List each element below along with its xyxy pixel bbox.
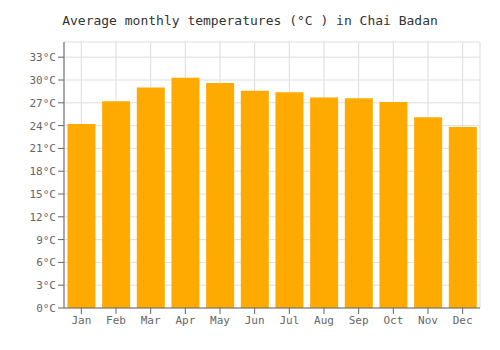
svg-text:9°C: 9°C bbox=[36, 234, 56, 247]
svg-text:12°C: 12°C bbox=[30, 211, 57, 224]
svg-text:Mar: Mar bbox=[141, 314, 161, 327]
svg-text:Sep: Sep bbox=[349, 314, 369, 327]
svg-text:Nov: Nov bbox=[418, 314, 438, 327]
svg-text:3°C: 3°C bbox=[36, 279, 56, 292]
svg-text:18°C: 18°C bbox=[30, 165, 57, 178]
svg-text:Dec: Dec bbox=[453, 314, 473, 327]
svg-text:Oct: Oct bbox=[383, 314, 403, 327]
svg-text:6°C: 6°C bbox=[36, 256, 56, 269]
svg-text:Apr: Apr bbox=[175, 314, 195, 327]
svg-text:May: May bbox=[210, 314, 230, 327]
svg-text:Aug: Aug bbox=[314, 314, 334, 327]
svg-text:Jul: Jul bbox=[279, 314, 299, 327]
svg-text:24°C: 24°C bbox=[30, 120, 57, 133]
svg-text:Feb: Feb bbox=[106, 314, 126, 327]
svg-text:Jun: Jun bbox=[245, 314, 265, 327]
html-text:Average monthly temperatures (: Average monthly temperatures (°C ) in Ch… bbox=[62, 13, 438, 28]
svg-text:15°C: 15°C bbox=[30, 188, 57, 201]
svg-text:33°C: 33°C bbox=[30, 51, 57, 64]
svg-text:30°C: 30°C bbox=[30, 74, 57, 87]
svg-text:27°C: 27°C bbox=[30, 97, 57, 110]
svg-text:21°C: 21°C bbox=[30, 142, 57, 155]
svg-text:0°C: 0°C bbox=[36, 302, 56, 315]
svg-text:Jan: Jan bbox=[71, 314, 91, 327]
